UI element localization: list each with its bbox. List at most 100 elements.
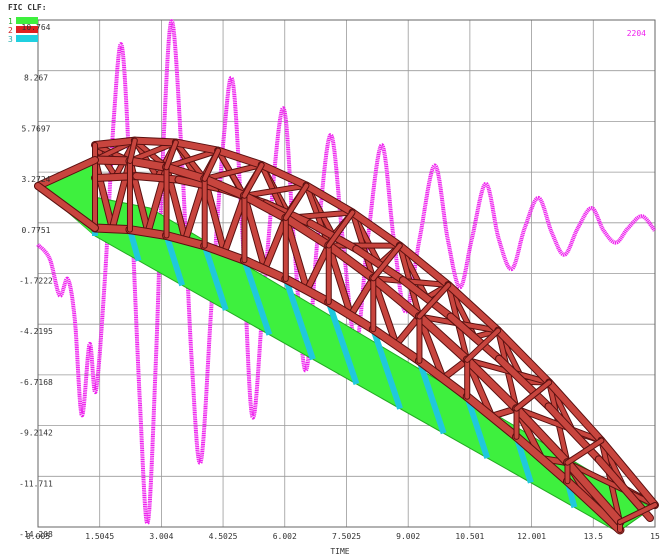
member — [92, 137, 138, 148]
x-tick-label: 0.005 — [26, 532, 50, 541]
x-tick-label: 10.501 — [455, 532, 484, 541]
member — [514, 406, 604, 443]
member — [133, 173, 182, 183]
member — [546, 379, 605, 444]
y-tick-label: 3.2724 — [22, 175, 51, 184]
legend-swatch — [16, 35, 38, 42]
x-tick-label: 6.002 — [273, 532, 297, 541]
post — [241, 259, 273, 336]
member — [164, 140, 178, 170]
x-tick-label: 12.001 — [517, 532, 546, 541]
member — [565, 460, 657, 507]
member — [202, 176, 227, 255]
member — [371, 243, 402, 281]
member — [35, 183, 98, 231]
member — [283, 183, 309, 220]
legend-title: FIC CLF: — [8, 3, 47, 12]
post — [464, 395, 491, 459]
member — [463, 356, 521, 413]
member — [182, 176, 208, 243]
x-tick-label: 3.004 — [149, 532, 173, 541]
member — [415, 312, 471, 364]
y-tick-label: 5.7697 — [22, 124, 51, 133]
member — [303, 182, 356, 216]
member — [595, 456, 653, 521]
series-label: 2204 — [627, 29, 646, 38]
member — [440, 357, 470, 381]
member — [258, 162, 310, 189]
member — [370, 275, 399, 348]
member — [563, 459, 624, 526]
bridge-model — [34, 136, 659, 535]
member — [201, 175, 248, 200]
member — [353, 246, 406, 284]
member — [202, 163, 264, 181]
member — [126, 226, 171, 240]
member — [618, 503, 657, 524]
member — [164, 148, 221, 170]
member — [127, 138, 137, 163]
member — [326, 210, 355, 248]
member — [172, 139, 222, 154]
legend-swatch — [16, 17, 38, 24]
member — [598, 437, 658, 508]
member — [240, 192, 290, 222]
y-tick-label: -11.711 — [19, 479, 53, 488]
plot-frame — [37, 19, 656, 528]
series-line — [36, 19, 657, 525]
member — [325, 242, 377, 282]
member — [282, 275, 333, 306]
member — [445, 282, 502, 334]
member — [393, 313, 422, 348]
member — [513, 433, 571, 485]
member — [131, 137, 179, 146]
member — [215, 147, 265, 168]
x-tick-label: 9.002 — [396, 532, 420, 541]
y-tick-label: -14.208 — [19, 530, 53, 539]
legend-label: 3 — [8, 35, 13, 44]
x-tick-label: 1.5045 — [85, 532, 114, 541]
member — [496, 355, 552, 410]
member — [241, 193, 268, 272]
x-axis-label: TIME — [330, 547, 349, 556]
member — [416, 313, 446, 381]
labels: 123 0.005 1.5045 3.004 4.5025 6.002 7.5025 9.00… — [8, 17, 660, 541]
member — [326, 243, 354, 318]
member — [415, 357, 471, 401]
y-tick-label: 0.7751 — [22, 226, 51, 235]
member — [417, 283, 451, 319]
post — [325, 301, 360, 385]
post — [163, 234, 186, 287]
member — [91, 224, 134, 234]
y-tick-label: 10.764 — [22, 23, 51, 32]
member — [369, 274, 423, 320]
member — [201, 242, 248, 264]
member — [349, 209, 403, 249]
y-tick-label: -9.2142 — [19, 429, 53, 438]
legend-label: 2 — [8, 26, 13, 35]
y-tick-label: 8.267 — [24, 74, 48, 83]
member — [282, 214, 333, 249]
member — [240, 256, 290, 283]
member — [163, 163, 209, 183]
member — [399, 277, 454, 320]
member — [563, 477, 624, 534]
post — [282, 278, 316, 361]
legend-label: 1 — [8, 17, 13, 26]
member — [126, 157, 171, 171]
x-tick-label: 15 — [650, 532, 660, 541]
member — [513, 405, 571, 467]
member — [369, 325, 423, 365]
y-tick-label: -6.7168 — [19, 378, 53, 387]
member — [262, 215, 289, 272]
post — [370, 328, 403, 410]
y-tick-label: -1.7222 — [19, 277, 53, 286]
member — [242, 183, 309, 198]
member — [325, 298, 377, 333]
member — [495, 327, 553, 386]
member — [465, 328, 501, 362]
member — [283, 215, 310, 293]
member — [348, 275, 376, 318]
post — [127, 228, 142, 262]
